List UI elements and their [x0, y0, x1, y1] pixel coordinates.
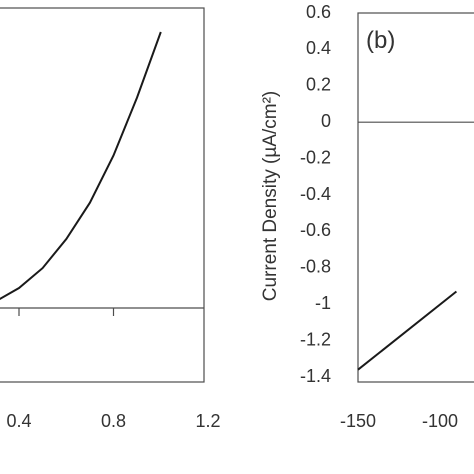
panel-b-y-tick-label: -0.8: [300, 257, 331, 277]
panel-b-y-tick-label: 0.2: [306, 75, 331, 95]
panel-a-x-tick-label: 1.2: [195, 411, 220, 431]
panel-b-y-tick-labels: 0.6 0.4 0.2 0 -0.2 -0.4 -0.6 -0.8 -1 -1.2 -1.4: [300, 2, 331, 386]
panel-b-y-axis-title: Current Density (µA/cm²): [260, 91, 281, 301]
panel-b-y-tick-label: -1.4: [300, 366, 331, 386]
panel-a-series-line: [0, 31, 162, 301]
panel-a-x-tick-label: 0.4: [6, 411, 31, 431]
panel-a-x-ticks: [18, 308, 115, 316]
panel-b-y-tick-label: -0.6: [300, 220, 331, 240]
panel-b-y-tick-label: -0.4: [300, 184, 331, 204]
panel-b-y-tick-label: -0.2: [300, 147, 331, 167]
panel-b-series-line: [357, 290, 458, 371]
panel-b-y-tick-label: 0.4: [306, 38, 331, 58]
panel-b-x-tick-label: -150: [340, 411, 376, 431]
panel-b-y-tick-label: -1: [315, 293, 331, 313]
panel-a-plot-frame: [0, 7, 205, 383]
panel-b-x-tick-labels: -150 -100: [340, 411, 458, 431]
panel-b-x-tick-label: -100: [422, 411, 458, 431]
panel-b-y-tick-label: -1.2: [300, 329, 331, 349]
panel-a-x-tick-labels: 0.4 0.8 1.2: [6, 411, 220, 431]
panel-b-plot-frame: [357, 12, 474, 383]
panel-a-chart: 0.4 0.8 1.2: [0, 7, 221, 431]
panel-b-chart: 0.6 0.4 0.2 0 -0.2 -0.4 -0.6 -0.8 -1 -1.2 -1.4 -15…: [260, 2, 474, 431]
panel-b-y-tick-label: 0.6: [306, 2, 331, 22]
panel-b-label: (b): [366, 27, 395, 54]
panel-b-y-tick-label: 0: [321, 111, 331, 131]
panel-a-x-tick-label: 0.8: [101, 411, 126, 431]
